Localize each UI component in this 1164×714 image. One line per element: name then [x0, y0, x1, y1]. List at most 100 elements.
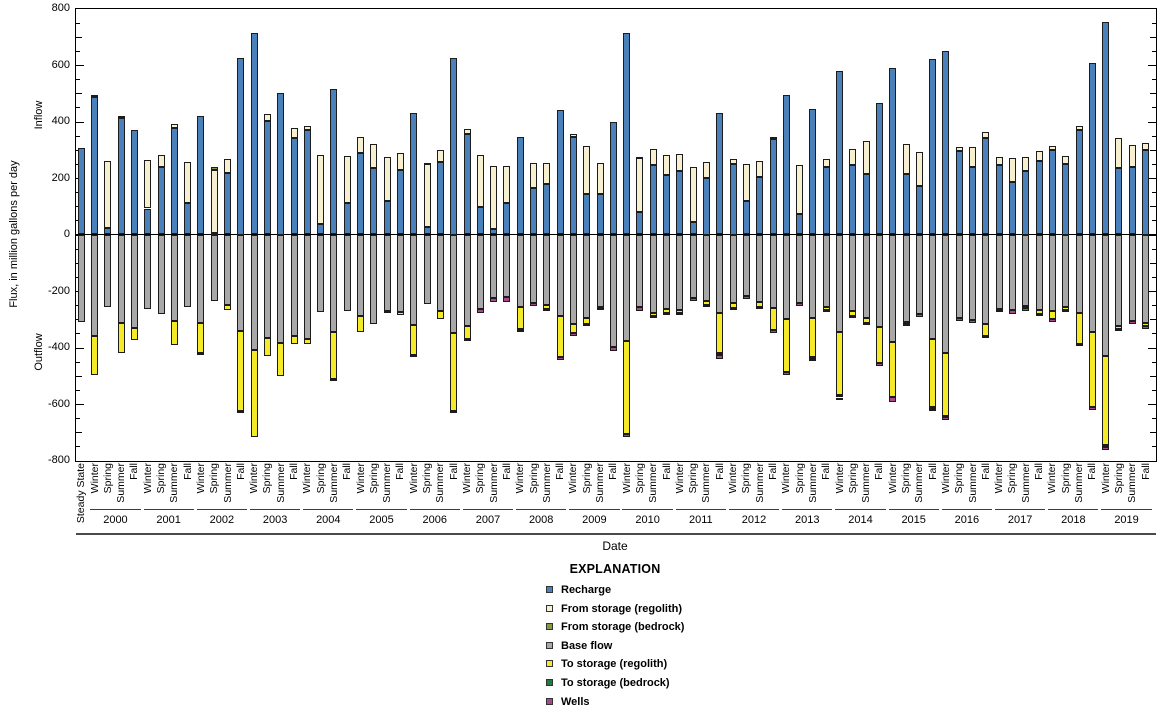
bar-segment-to-storage-regolith-	[516, 307, 524, 329]
bar-segment-wells	[1088, 406, 1096, 410]
x-season-label: Winter	[88, 463, 101, 494]
bar-segment-from-storage-regolith-	[756, 161, 764, 177]
y-axis-tick	[1152, 50, 1156, 52]
x-season-label: Winter	[1099, 463, 1112, 494]
bar-segment-to-storage-regolith-	[330, 331, 338, 379]
x-season-label: Fall	[1033, 463, 1046, 480]
bar-segment-from-storage-regolith-	[1142, 142, 1150, 150]
bar-segment-to-storage-regolith-	[862, 317, 870, 324]
x-year-label: 2005	[369, 514, 394, 526]
bar-segment-from-storage-regolith-	[1035, 151, 1043, 162]
bar-segment-wells	[1115, 328, 1123, 331]
bar-segment-base-flow	[117, 234, 125, 323]
bar-segment-base-flow	[370, 234, 378, 325]
y-axis-tick	[76, 333, 80, 335]
x-season-label: Summer	[647, 463, 660, 503]
bar-segment-recharge	[769, 139, 777, 235]
y-axis-tick	[76, 79, 80, 81]
y-axis-tick	[76, 22, 80, 24]
y-axis-tick	[76, 446, 80, 448]
bar-segment-base-flow	[1008, 234, 1016, 311]
bar-segment-base-flow	[144, 234, 152, 309]
bar-segment-base-flow	[556, 234, 564, 316]
bar-segment-recharge	[969, 166, 977, 235]
x-season-label: Summer	[540, 463, 553, 503]
bar-segment-base-flow	[796, 234, 804, 303]
y-axis-tick	[1148, 178, 1156, 179]
bar-segment-recharge	[1062, 163, 1070, 235]
x-season-label: Fall	[660, 463, 673, 480]
bar-segment-from-storage-regolith-	[184, 161, 192, 203]
y-axis-tick	[1150, 262, 1156, 264]
bar-segment-base-flow	[889, 234, 897, 343]
x-season-label: Spring	[208, 463, 221, 494]
bar-segment-recharge	[1035, 161, 1043, 235]
x-season-label: Summer	[115, 463, 128, 503]
bar-segment-to-storage-bedrock-	[836, 394, 844, 398]
bar-segment-wells	[663, 312, 671, 315]
y-axis-tick	[1152, 389, 1156, 391]
year-bracket-line	[675, 509, 726, 510]
bar-segment-recharge	[423, 227, 431, 235]
legend-label: From storage (bedrock)	[561, 621, 685, 634]
x-season-label: Fall	[128, 463, 141, 480]
y-axis-tick	[1148, 404, 1156, 405]
bar-segment-base-flow	[343, 234, 351, 312]
bar-segment-base-flow	[516, 234, 524, 308]
x-season-label: Spring	[900, 463, 913, 494]
year-bracket-line	[994, 509, 1046, 510]
y-axis-tick	[76, 418, 80, 420]
bar-segment-wells	[609, 347, 617, 351]
year-bracket-line	[888, 509, 939, 510]
bar-segment-base-flow	[210, 234, 218, 302]
bar-segment-base-flow	[729, 234, 737, 304]
bar-segment-wells	[503, 297, 511, 302]
bar-segment-base-flow	[782, 234, 790, 320]
year-bracket-line	[196, 509, 248, 510]
legend-swatch-icon	[546, 641, 553, 649]
bar-segment-to-storage-bedrock-	[995, 308, 1003, 311]
x-season-label: Spring	[1112, 463, 1125, 494]
bar-segment-base-flow	[955, 234, 963, 319]
bar-segment-base-flow	[263, 234, 271, 339]
x-season-label: Fall	[554, 463, 567, 480]
bar-segment-base-flow	[543, 234, 551, 306]
bar-segment-to-storage-regolith-	[569, 323, 577, 334]
bar-segment-to-storage-bedrock-	[716, 353, 724, 356]
year-bracket-line	[622, 509, 673, 510]
bar-segment-base-flow	[1128, 234, 1136, 322]
y-axis-tick	[1152, 305, 1156, 307]
x-season-label: Spring	[421, 463, 434, 494]
bar-segment-from-storage-regolith-	[742, 163, 750, 202]
bar-segment-recharge	[144, 208, 152, 235]
legend-label: Recharge	[561, 584, 612, 596]
bar-segment-base-flow	[995, 234, 1003, 309]
bar-segment-wells	[782, 372, 790, 376]
x-season-label: Summer	[381, 463, 394, 503]
bar-segment-wells	[1062, 310, 1070, 313]
x-season-label: Fall	[926, 463, 939, 480]
year-bracket-line	[516, 509, 567, 510]
bar-segment-to-storage-regolith-	[583, 317, 591, 324]
y-axis-tick	[1148, 121, 1156, 123]
year-bracket-line	[835, 509, 886, 510]
bar-segment-from-storage-regolith-	[357, 137, 365, 153]
bar-segment-wells	[490, 298, 498, 303]
bar-segment-to-storage-regolith-	[556, 315, 564, 358]
bar-segment-to-storage-bedrock-	[942, 415, 950, 418]
bar-segment-from-storage-regolith-	[463, 129, 471, 135]
bar-segment-wells	[796, 302, 804, 306]
y-axis-tick	[1150, 36, 1156, 38]
x-season-label: Fall	[713, 463, 726, 480]
x-season-label: Summer	[1126, 463, 1139, 503]
bar-segment-recharge	[822, 166, 830, 235]
bar-segment-recharge	[889, 68, 897, 235]
x-year-label: 2006	[422, 514, 447, 526]
bar-segment-recharge	[702, 178, 710, 235]
bar-segment-base-flow	[609, 234, 617, 348]
x-axis-title: Date	[602, 539, 628, 553]
bar-segment-to-storage-regolith-	[396, 312, 404, 315]
x-season-label: Spring	[474, 463, 487, 494]
y-axis-tick	[76, 361, 80, 363]
x-season-label: Summer	[274, 463, 287, 503]
